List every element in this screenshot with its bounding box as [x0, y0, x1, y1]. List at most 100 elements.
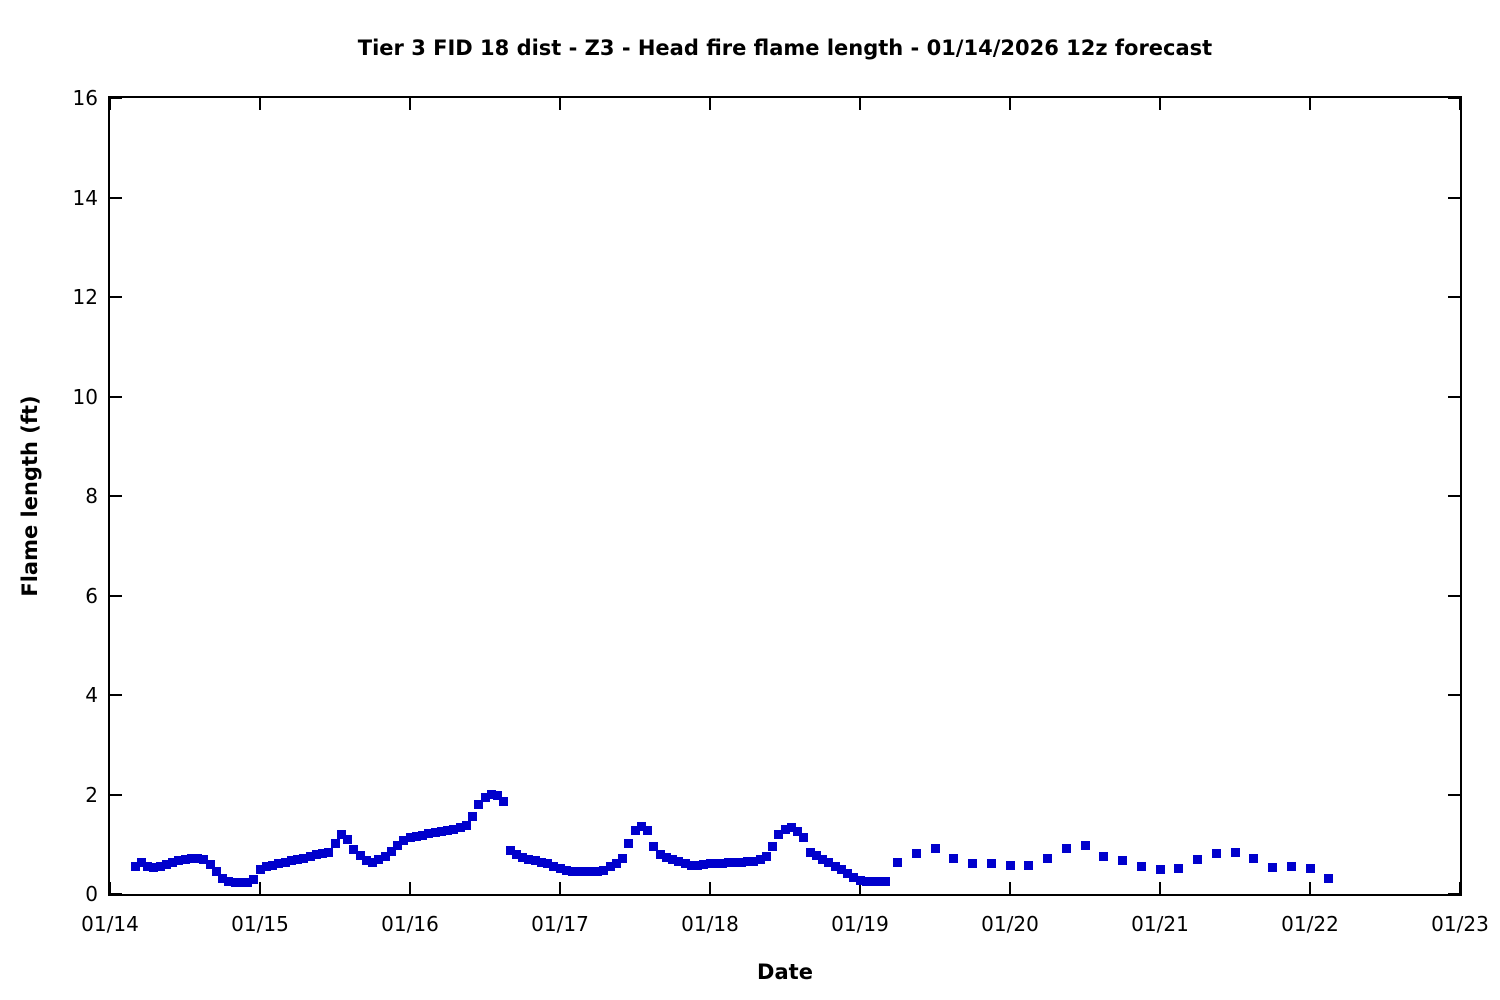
- data-point: [518, 852, 527, 862]
- axis-tick: [1448, 893, 1460, 895]
- axis-tick: [1448, 794, 1460, 796]
- axis-tick: [1448, 97, 1460, 99]
- data-point: [574, 867, 584, 877]
- data-point: [674, 857, 684, 867]
- data-point: [911, 849, 921, 859]
- data-point: [355, 850, 365, 860]
- axis-tick: [110, 893, 122, 895]
- data-point: [436, 827, 446, 837]
- data-point: [636, 822, 646, 832]
- data-point: [968, 858, 977, 868]
- data-point: [411, 831, 421, 841]
- data-point: [218, 873, 227, 883]
- data-point: [1061, 843, 1071, 853]
- axis-tick: [1309, 882, 1311, 894]
- data-point: [549, 861, 559, 871]
- data-point: [168, 857, 177, 867]
- data-point: [505, 846, 515, 856]
- data-point: [861, 877, 871, 887]
- axis-tick: [110, 495, 122, 497]
- data-point: [468, 812, 477, 822]
- axis-tick: [1448, 694, 1460, 696]
- data-point: [536, 857, 546, 867]
- y-tick-label: 2: [85, 783, 98, 807]
- data-point: [449, 824, 459, 834]
- axis-tick: [110, 97, 122, 99]
- x-tick-label: 01/21: [1131, 912, 1189, 936]
- data-point: [480, 793, 490, 803]
- data-point: [211, 866, 221, 876]
- data-point: [605, 862, 615, 872]
- axis-tick: [1009, 98, 1011, 110]
- data-point: [474, 799, 484, 809]
- data-point: [386, 847, 396, 857]
- data-point: [874, 877, 884, 887]
- data-point: [374, 855, 384, 865]
- y-tick-label: 16: [72, 86, 98, 110]
- data-point: [255, 865, 265, 875]
- data-point: [1118, 856, 1127, 866]
- data-point: [736, 857, 746, 867]
- x-tick-label: 01/17: [531, 912, 589, 936]
- x-tick-label: 01/22: [1281, 912, 1339, 936]
- x-axis-title: Date: [757, 960, 813, 984]
- data-point: [324, 847, 334, 857]
- data-point: [755, 854, 765, 864]
- data-point: [268, 860, 277, 870]
- data-point: [543, 859, 552, 869]
- axis-tick: [110, 794, 122, 796]
- data-point: [743, 857, 752, 867]
- data-point: [205, 859, 215, 869]
- data-point: [343, 834, 352, 844]
- axis-tick: [259, 98, 261, 110]
- data-point: [686, 860, 696, 870]
- axis-tick: [559, 98, 561, 110]
- axis-tick: [1448, 197, 1460, 199]
- data-point: [1155, 864, 1165, 874]
- axis-tick: [1459, 98, 1461, 110]
- data-point: [511, 849, 521, 859]
- axis-tick: [1009, 882, 1011, 894]
- plot-area: [108, 96, 1462, 896]
- data-point: [1230, 848, 1240, 858]
- data-point: [774, 830, 784, 840]
- data-point: [193, 853, 202, 863]
- data-point: [611, 859, 621, 869]
- axis-tick: [110, 396, 122, 398]
- data-point: [930, 843, 940, 853]
- data-point: [230, 877, 240, 887]
- data-point: [855, 876, 865, 886]
- data-point: [561, 865, 571, 875]
- data-point: [724, 858, 734, 868]
- data-point: [730, 858, 740, 868]
- data-point: [186, 853, 196, 863]
- x-tick-label: 01/23: [1431, 912, 1489, 936]
- data-point: [393, 841, 402, 851]
- data-point: [1193, 854, 1202, 864]
- data-point: [336, 830, 346, 840]
- data-point: [1024, 860, 1034, 870]
- data-point: [155, 861, 165, 871]
- axis-tick: [1448, 296, 1460, 298]
- axis-tick: [409, 882, 411, 894]
- data-point: [849, 873, 859, 883]
- data-point: [1249, 854, 1259, 864]
- data-point: [161, 859, 171, 869]
- data-point: [1005, 860, 1015, 870]
- data-point: [705, 859, 715, 869]
- data-point: [793, 827, 802, 837]
- data-point: [693, 861, 702, 871]
- data-point: [349, 844, 359, 854]
- data-point: [174, 856, 184, 866]
- axis-tick: [1448, 495, 1460, 497]
- data-point: [805, 847, 815, 857]
- data-point: [568, 866, 577, 876]
- data-point: [149, 863, 159, 873]
- data-point: [1324, 873, 1334, 883]
- data-point: [399, 835, 409, 845]
- data-point: [1080, 841, 1090, 851]
- data-point: [786, 823, 796, 833]
- data-point: [486, 790, 496, 799]
- axis-tick: [709, 98, 711, 110]
- data-point: [836, 865, 846, 875]
